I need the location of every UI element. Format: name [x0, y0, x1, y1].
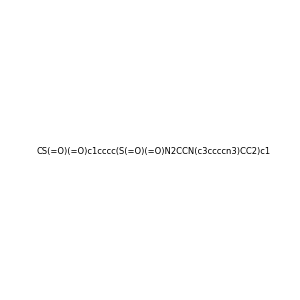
- Text: CS(=O)(=O)c1cccc(S(=O)(=O)N2CCN(c3ccccn3)CC2)c1: CS(=O)(=O)c1cccc(S(=O)(=O)N2CCN(c3ccccn3…: [37, 147, 271, 156]
